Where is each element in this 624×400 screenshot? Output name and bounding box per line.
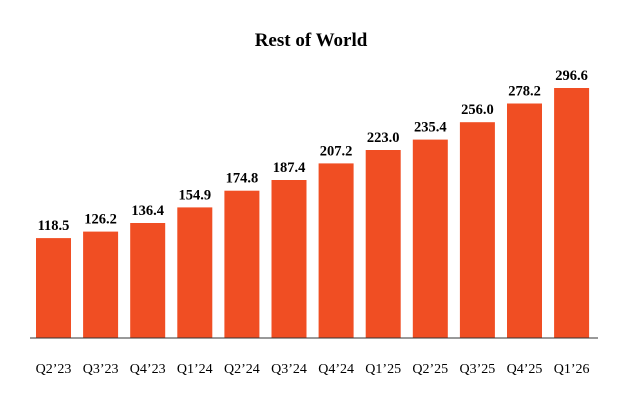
bar-value-label-5: 187.4	[273, 160, 306, 176]
bar-value-label-8: 235.4	[414, 120, 447, 136]
bar-value-label-10: 278.2	[508, 84, 541, 100]
bar-11	[554, 88, 590, 338]
bar-value-label-3: 154.9	[178, 187, 211, 203]
bar-9	[459, 122, 495, 338]
x-tick-label-1: Q3’23	[83, 362, 119, 377]
x-tick-label-8: Q2’25	[412, 362, 448, 377]
bar-5	[271, 180, 307, 338]
bar-value-label-4: 174.8	[226, 171, 259, 187]
bar-8	[412, 139, 448, 338]
bar-value-label-1: 126.2	[84, 212, 117, 228]
bar-4	[224, 190, 260, 338]
bars-group	[36, 88, 590, 338]
bar-3	[177, 207, 213, 338]
chart-title: Rest of World	[255, 30, 368, 51]
x-tick-label-6: Q4’24	[318, 362, 354, 377]
bar-1	[83, 231, 119, 338]
x-tick-label-11: Q1’26	[554, 362, 590, 377]
bar-0	[36, 238, 71, 338]
x-tick-label-5: Q3’24	[271, 362, 307, 377]
x-tick-label-2: Q4’23	[130, 362, 166, 377]
bar-value-label-9: 256.0	[461, 102, 494, 118]
bar-7	[365, 150, 401, 338]
x-tick-label-0: Q2’23	[36, 362, 72, 377]
x-tick-label-4: Q2’24	[224, 362, 260, 377]
bar-value-label-6: 207.2	[320, 143, 353, 159]
value-labels-group: 118.5 126.2 136.4 154.9 174.8 187.4 207.2 223.0…	[38, 68, 588, 234]
bar-value-label-11: 296.6	[555, 68, 588, 84]
x-tick-label-3: Q1’24	[177, 362, 213, 377]
x-tick-label-10: Q4’25	[507, 362, 543, 377]
bar-10	[507, 103, 542, 338]
x-tick-label-9: Q3’25	[460, 362, 496, 377]
bar-2	[130, 223, 166, 338]
bar-6	[318, 163, 354, 338]
bar-value-label-2: 136.4	[131, 203, 164, 219]
bar-value-label-0: 118.5	[38, 218, 70, 234]
x-tick-labels: Q2’23 Q3’23 Q4’23 Q1’24 Q2’24 Q3’24 Q4’24 Q1’25…	[36, 362, 590, 377]
bar-value-label-7: 223.0	[367, 130, 400, 146]
x-tick-label-7: Q1’25	[365, 362, 401, 377]
